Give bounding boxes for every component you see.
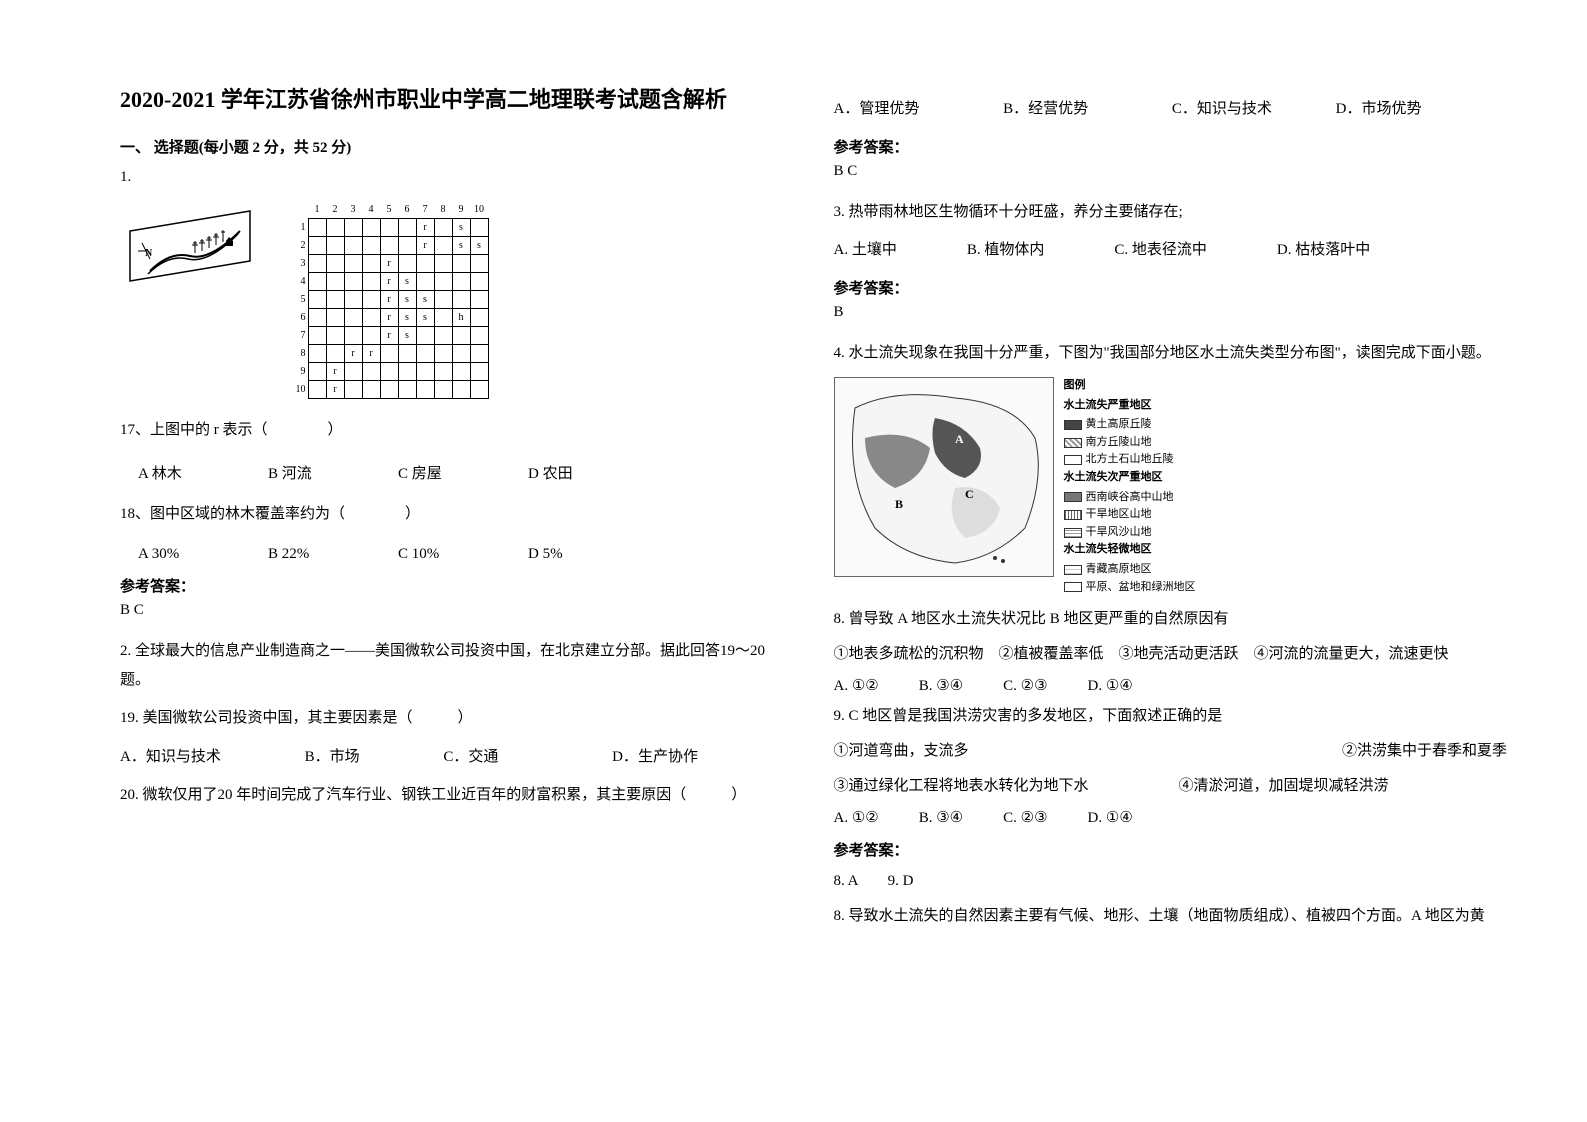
q9-options: A. ①② B. ③④ C. ②③ D. ①④ [834, 808, 1508, 827]
legend-item: 平原、盆地和绿洲地区 [1064, 579, 1196, 597]
legend-group-0: 水土流失严重地区 [1064, 397, 1196, 415]
svg-text:B: B [895, 497, 903, 511]
legend-item: 干旱风沙山地 [1064, 524, 1196, 542]
q2-intro: 2. 全球最大的信息产业制造商之一——美国微软公司投资中国，在北京建立分部。据此… [120, 637, 794, 694]
q20-opt-c: C．知识与技术 [1172, 101, 1272, 117]
section-header: 一、 选择题(每小题 2 分，共 52 分) [120, 136, 794, 157]
legend-group-1: 水土流失次严重地区 [1064, 469, 1196, 487]
legend-item: 南方丘陵山地 [1064, 434, 1196, 452]
q3-opt-b: B. 植物体内 [967, 236, 1045, 265]
legend-item: 黄土高原丘陵 [1064, 416, 1196, 434]
q17-opt-d: D 农田 [528, 462, 628, 483]
q18-opt-c: C 10% [398, 546, 498, 563]
q18-opt-d: D 5% [528, 546, 628, 563]
q8-opt-c: C. ②③ [1003, 676, 1047, 695]
legend-item: 青藏高原地区 [1064, 561, 1196, 579]
q1-number: 1. [120, 169, 794, 186]
q4-intro: 4. 水土流失现象在我国十分严重，下图为"我国部分地区水土流失类型分布图"，读图… [834, 339, 1508, 368]
legend-item: 干旱地区山地 [1064, 506, 1196, 524]
q9-item2: ②洪涝集中于春季和夏季 [1342, 738, 1507, 765]
q3-options: A. 土壤中 B. 植物体内 C. 地表径流中 D. 枯枝落叶中 [834, 236, 1508, 265]
q18-options: A 30% B 22% C 10% D 5% [138, 546, 794, 563]
q4-answer-label: 参考答案： [834, 839, 1508, 860]
q9-opt-c: C. ②③ [1003, 808, 1047, 827]
q9-items-row2: ③通过绿化工程将地表水转化为地下水 ④清淤河道，加固堤坝减轻洪涝 [834, 773, 1508, 800]
q9-opt-d: D. ①④ [1088, 808, 1133, 827]
q3-opt-a: A. 土壤中 [834, 236, 897, 265]
q1-answer: B C [120, 602, 794, 619]
q8-opt-a: A. ①② [834, 676, 879, 695]
q20-options: A．管理优势 B．经营优势 C．知识与技术 D．市场优势 [834, 95, 1508, 124]
q8-items: ①地表多疏松的沉积物 ②植被覆盖率低 ③地壳活动更活跃 ④河流的流量更大，流速更… [834, 641, 1508, 668]
q17-options: A 林木 B 河流 C 房屋 D 农田 [138, 462, 794, 483]
q19-opt-b: B．市场 [305, 743, 360, 772]
q9-items-row1: ①河道弯曲，支流多 ②洪涝集中于春季和夏季 [834, 738, 1508, 765]
q2-answer: B C [834, 163, 1508, 180]
q8-opt-b: B. ③④ [919, 676, 963, 695]
q19-opt-a: A．知识与技术 [120, 743, 221, 772]
q9-item4: ④清淤河道，加固堤坝减轻洪涝 [1179, 773, 1389, 800]
q3-stem: 3. 热带雨林地区生物循环十分旺盛，养分主要储存在; [834, 198, 1508, 227]
q20-opt-d: D．市场优势 [1336, 101, 1422, 117]
q17-opt-a: A 林木 [138, 462, 238, 483]
grid-table: 12345678910 1rs 2rss 3r 4rs 5rss 6rssh 7… [290, 201, 489, 400]
q1-answer-label: 参考答案： [120, 575, 794, 596]
q19-opt-d: D．生产协作 [612, 749, 698, 765]
document-title: 2020-2021 学年江苏省徐州市职业中学高二地理联考试题含解析 [120, 85, 794, 116]
legend-title: 图例 [1064, 377, 1196, 395]
q9-opt-a: A. ①② [834, 808, 879, 827]
q20-opt-a: A．管理优势 [834, 95, 920, 124]
q3-answer-label: 参考答案： [834, 277, 1508, 298]
q9-stem: 9. C 地区曾是我国洪涝灾害的多发地区，下面叙述正确的是 [834, 703, 1508, 730]
q3-opt-c: C. 地表径流中 [1114, 236, 1207, 265]
map-legend: 图例 水土流失严重地区 黄土高原丘陵 南方丘陵山地 北方土石山地丘陵 水土流失次… [1064, 377, 1196, 596]
q19-opt-c: C．交通 [443, 749, 498, 765]
svg-text:A: A [955, 432, 964, 446]
q20-stem: 20. 微软仅用了20 年时间完成了汽车行业、钢铁工业近百年的财富积累，其主要原… [120, 781, 794, 810]
q17-opt-b: B 河流 [268, 462, 368, 483]
sketch-diagram: N [120, 201, 260, 301]
legend-item: 北方土石山地丘陵 [1064, 451, 1196, 469]
q4-figure: A B C 图例 水土流失严重地区 黄土高原丘陵 南方丘陵山地 北方土石山地丘陵… [834, 377, 1508, 596]
q1-figure: N 12345678910 1rs 2rss 3r 4rs 5rss 6rssh [120, 201, 794, 400]
q9-opt-b: B. ③④ [919, 808, 963, 827]
q8-options: A. ①② B. ③④ C. ②③ D. ①④ [834, 676, 1508, 695]
svg-text:C: C [965, 487, 974, 501]
left-column: 2020-2021 学年江苏省徐州市职业中学高二地理联考试题含解析 一、 选择题… [100, 85, 814, 1082]
q18-stem: 18、图中区域的林木覆盖率约为（ ） [120, 501, 794, 528]
q4-explanation: 8. 导致水土流失的自然因素主要有气候、地形、土壤（地面物质组成）、植被四个方面… [834, 903, 1508, 930]
legend-item: 西南峡谷高中山地 [1064, 489, 1196, 507]
q19-options: A．知识与技术 B．市场 C．交通 D．生产协作 [120, 743, 794, 772]
q8-opt-d: D. ①④ [1088, 676, 1133, 695]
right-column: A．管理优势 B．经营优势 C．知识与技术 D．市场优势 参考答案： B C 3… [814, 85, 1528, 1082]
q8-stem: 8. 曾导致 A 地区水土流失状况比 B 地区更严重的自然原因有 [834, 606, 1508, 633]
q18-opt-b: B 22% [268, 546, 368, 563]
q17-stem: 17、上图中的 r 表示（ ） [120, 417, 794, 444]
q3-answer: B [834, 304, 1508, 321]
q9-item1: ①河道弯曲，支流多 [834, 738, 969, 765]
legend-group-2: 水土流失轻微地区 [1064, 541, 1196, 559]
q9-item3: ③通过绿化工程将地表水转化为地下水 [834, 773, 1089, 800]
q3-opt-d: D. 枯枝落叶中 [1277, 236, 1370, 265]
q2-answer-label: 参考答案： [834, 136, 1508, 157]
china-map: A B C [834, 377, 1054, 577]
q18-opt-a: A 30% [138, 546, 238, 563]
q20-opt-b: B．经营优势 [1003, 95, 1088, 124]
q19-stem: 19. 美国微软公司投资中国，其主要因素是（ ） [120, 704, 794, 733]
q17-opt-c: C 房屋 [398, 462, 498, 483]
q4-answer: 8. A 9. D [834, 868, 1508, 895]
